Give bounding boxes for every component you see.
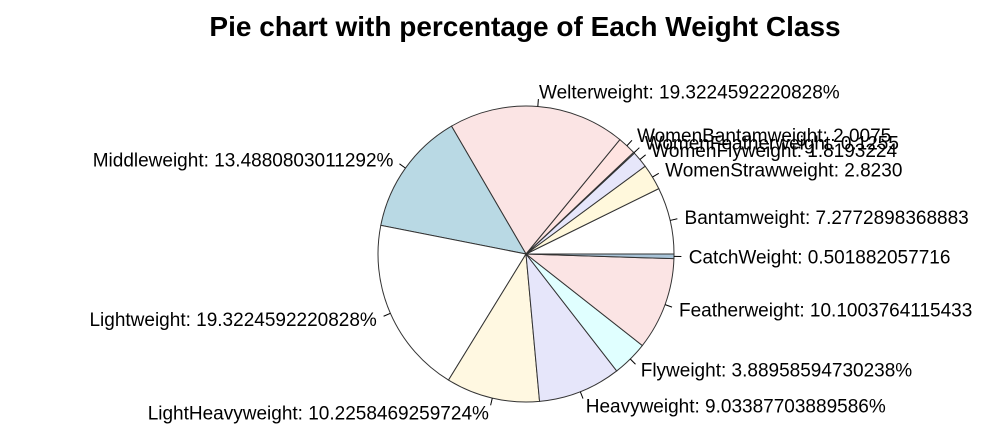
label-tick-welterweight [537, 99, 539, 107]
slice-label-womenfeatherweight: WomenFeatherweight: 0.1255 [645, 134, 899, 155]
pie-slice-lightweight [377, 224, 527, 381]
slice-label-lightweight: Lightweight: 19.3224592220828% [89, 310, 376, 331]
label-tick-lightweight [383, 312, 391, 317]
label-tick-womenstrawweight [652, 172, 660, 178]
chart-title: Pie chart with percentage of Each Weight… [209, 11, 840, 42]
slice-label-catchweight: CatchWeight: 0.501882057716 [689, 248, 951, 269]
pie-slice-middleweight [380, 125, 527, 255]
label-tick-bantamweight [670, 218, 678, 221]
label-tick-womenbantamweight [626, 139, 633, 147]
label-tick-middleweight [399, 163, 406, 169]
slice-label-womenbantamweight: WomenBantamweight: 2.0075 [637, 126, 891, 147]
slice-label-flyweight: Flyweight: 3.88958594730238% [641, 361, 913, 382]
label-tick-featherweight [664, 304, 673, 308]
pie-slice-welterweight [450, 105, 621, 255]
slice-label-bantamweight: Bantamweight: 7.2772898368883 [685, 208, 969, 229]
label-tick-flyweight [629, 358, 636, 365]
pie-slice-heavyweight [525, 252, 618, 402]
slice-label-welterweight: Welterweight: 19.3224592220828% [539, 83, 840, 104]
slice-label-featherweight: Featherweight: 10.1003764115433 [679, 301, 972, 322]
pie-slices [377, 105, 675, 403]
label-tick-lightheavyweight [490, 397, 493, 406]
slice-label-lightheavyweight: LightHeavyweight: 10.2258469259724% [148, 404, 489, 425]
slice-label-womenstrawweight: WomenStrawweight: 2.8230 [665, 160, 902, 181]
slice-labels: Bantamweight: 7.2772898368883 WomenStraww… [89, 83, 972, 425]
slice-label-womenflyweight: WomenFlyweight: 1.8193224 [651, 141, 897, 162]
label-tick-heavyweight [579, 391, 584, 399]
label-tick-womenflyweight [639, 154, 646, 160]
label-tick-womenfeatherweight [633, 147, 640, 154]
slice-label-middleweight: Middleweight: 13.4880803011292% [93, 151, 394, 172]
label-ticks [383, 99, 682, 406]
slice-label-heavyweight: Heavyweight: 9.03387703889586% [586, 396, 886, 417]
